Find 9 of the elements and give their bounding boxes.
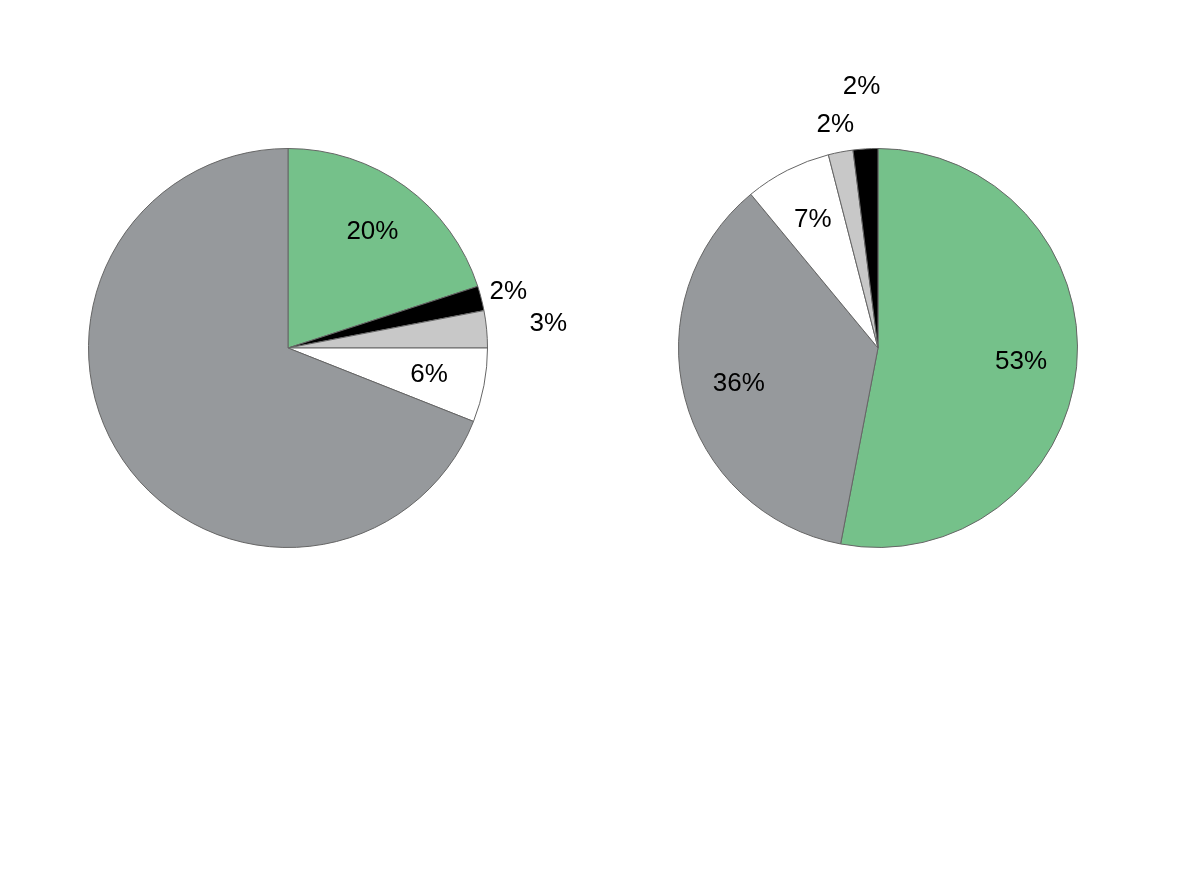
data-label: 7% <box>794 203 832 234</box>
data-label: 2% <box>489 274 528 305</box>
data-label: 2% <box>842 70 881 101</box>
data-label: 36% <box>712 366 765 397</box>
data-label: 2% <box>816 107 855 138</box>
data-label: 6% <box>410 358 448 389</box>
data-label: 20% <box>346 214 399 245</box>
data-label: 53% <box>994 344 1048 375</box>
data-label: 3% <box>529 306 568 337</box>
